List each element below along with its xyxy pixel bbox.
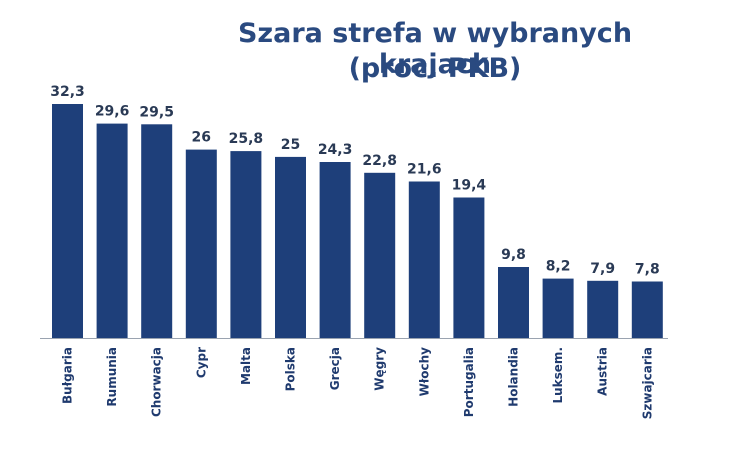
value-label-11: 8,2 [546, 259, 571, 275]
category-label-3: Cypr [194, 347, 208, 378]
value-label-1: 29,6 [95, 104, 130, 120]
value-label-3: 26 [192, 130, 211, 146]
category-label-2: Chorwacja [150, 347, 164, 417]
category-label-6: Grecja [328, 347, 342, 390]
value-label-6: 24,3 [318, 142, 353, 158]
category-label-10: Holandia [507, 347, 521, 407]
bar-2 [141, 124, 173, 338]
bar-3 [185, 149, 217, 338]
category-label-7: Węgry [373, 347, 387, 391]
bar-0 [52, 104, 83, 338]
category-label-1: Rumunia [105, 347, 119, 407]
value-label-5: 25 [281, 137, 300, 153]
bar-1 [96, 123, 128, 338]
chart-subtitle: (proc. PKB) [348, 53, 522, 84]
bar-6 [319, 162, 351, 338]
value-label-4: 25,8 [229, 131, 264, 147]
bar-10 [498, 267, 529, 338]
chart-title: Szara strefa w wybranych krajach [237, 18, 633, 80]
category-label-4: Malta [239, 347, 253, 385]
category-label-9: Portugalia [462, 347, 476, 417]
category-label-12: Austria [596, 347, 610, 396]
bar-4 [230, 151, 262, 338]
value-label-10: 9,8 [501, 247, 526, 263]
value-label-9: 19,4 [452, 178, 487, 194]
category-label-8: Włochy [417, 347, 431, 397]
bar-12 [587, 280, 619, 338]
bar-13 [631, 281, 663, 338]
bar-9 [453, 197, 485, 338]
category-label-5: Polska [284, 347, 298, 391]
bar-7 [364, 172, 396, 338]
category-label-13: Szwajcaria [640, 347, 654, 419]
category-label-11: Luksem. [551, 347, 565, 404]
value-label-12: 7,9 [590, 261, 615, 277]
value-label-7: 22,8 [362, 153, 397, 169]
bar-5 [275, 156, 306, 338]
bar-11 [542, 278, 574, 338]
bar-8 [408, 181, 440, 338]
value-label-0: 32,3 [50, 84, 85, 100]
value-label-2: 29,5 [139, 104, 174, 120]
category-label-0: Bułgaria [61, 347, 75, 404]
value-label-13: 7,8 [635, 262, 660, 278]
value-label-8: 21,6 [407, 162, 442, 178]
